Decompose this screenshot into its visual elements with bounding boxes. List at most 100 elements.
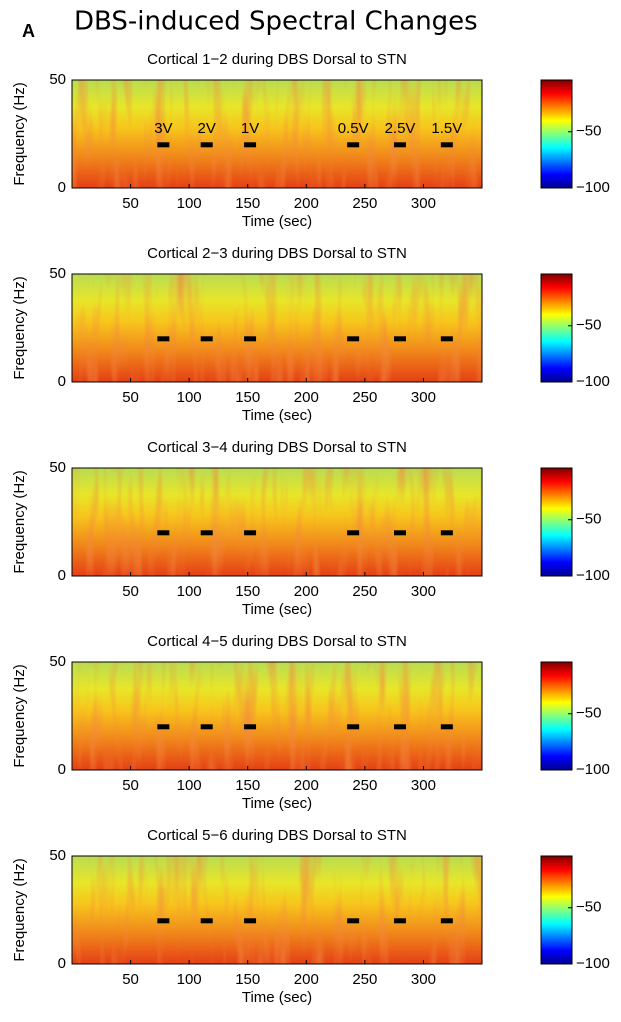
stimulation-marker (347, 336, 360, 342)
stimulation-marker (347, 918, 360, 924)
x-tick-label: 150 (235, 583, 260, 600)
stimulation-marker (244, 336, 257, 342)
stimulation-marker (200, 530, 213, 536)
spectrogram-texture (72, 856, 482, 964)
y-axis-label: Frequency (Hz) (11, 470, 28, 573)
spectrogram-texture (72, 468, 482, 576)
x-tick-label: 300 (411, 583, 436, 600)
colorbar (540, 467, 573, 577)
stimulation-marker (440, 336, 453, 342)
panel-label: A (22, 21, 35, 41)
stimulation-label: 0.5V (338, 120, 369, 137)
x-axis-label: Time (sec) (242, 213, 312, 230)
stimulation-marker (394, 530, 406, 536)
x-tick-label: 150 (235, 195, 260, 212)
y-tick-label: 50 (49, 847, 66, 864)
stimulation-label: 2.5V (385, 120, 416, 137)
x-tick-label: 100 (177, 777, 202, 794)
spectrogram-texture (72, 274, 482, 382)
x-tick-label: 300 (411, 971, 436, 988)
y-tick-label: 0 (58, 761, 66, 778)
spectrogram-texture (72, 80, 482, 188)
stimulation-marker (157, 530, 170, 536)
x-tick-label: 300 (411, 389, 436, 406)
stimulation-marker (157, 142, 170, 148)
x-axis-label: Time (sec) (242, 407, 312, 424)
y-tick-label: 0 (58, 567, 66, 584)
stimulation-marker (157, 918, 170, 924)
stimulation-marker (157, 336, 170, 342)
stimulation-marker (394, 724, 406, 730)
colorbar (540, 661, 573, 771)
y-tick-label: 0 (58, 373, 66, 390)
stimulation-marker (244, 918, 257, 924)
colorbar (540, 79, 573, 189)
plot-frame (71, 661, 483, 771)
y-tick-label: 50 (49, 653, 66, 670)
colorbar (540, 855, 573, 965)
colorbar-tick-label: −50 (576, 317, 601, 334)
colorbar-tick-label: −100 (576, 955, 610, 972)
x-tick-label: 250 (352, 777, 377, 794)
plot-frame (71, 467, 483, 577)
x-tick-label: 150 (235, 971, 260, 988)
chart-title: Cortical 5−6 during DBS Dorsal to STN (147, 827, 407, 844)
x-tick-label: 200 (294, 195, 319, 212)
stimulation-label: 2V (198, 120, 216, 137)
x-tick-label: 50 (122, 971, 139, 988)
colorbar-tick-label: −100 (576, 761, 610, 778)
chart-title: Cortical 3−4 during DBS Dorsal to STN (147, 439, 407, 456)
plot-frame (71, 855, 483, 965)
plot-frame (71, 79, 483, 189)
x-tick-label: 50 (122, 195, 139, 212)
colorbar-tick-label: −50 (576, 511, 601, 528)
x-tick-label: 250 (352, 389, 377, 406)
stimulation-marker (347, 142, 360, 148)
chart-title: Cortical 4−5 during DBS Dorsal to STN (147, 633, 407, 650)
stimulation-marker (347, 724, 360, 730)
x-tick-label: 100 (177, 389, 202, 406)
x-tick-label: 150 (235, 777, 260, 794)
stimulation-marker (440, 142, 453, 148)
stimulation-marker (440, 918, 453, 924)
x-tick-label: 50 (122, 389, 139, 406)
chart-title: Cortical 2−3 during DBS Dorsal to STN (147, 245, 407, 262)
stimulation-label: 3V (154, 120, 172, 137)
x-tick-label: 200 (294, 971, 319, 988)
x-tick-label: 200 (294, 583, 319, 600)
x-axis-label: Time (sec) (242, 989, 312, 1006)
stimulation-marker (200, 336, 213, 342)
y-axis-label: Frequency (Hz) (11, 858, 28, 961)
stimulation-label: 1V (241, 120, 259, 137)
x-tick-label: 50 (122, 777, 139, 794)
x-tick-label: 100 (177, 583, 202, 600)
x-tick-label: 300 (411, 195, 436, 212)
x-tick-label: 200 (294, 777, 319, 794)
y-axis-label: Frequency (Hz) (11, 82, 28, 185)
colorbar-tick-label: −100 (576, 373, 610, 390)
stimulation-marker (244, 724, 257, 730)
plot-frame (71, 273, 483, 383)
x-tick-label: 100 (177, 971, 202, 988)
colorbar (540, 273, 573, 383)
stimulation-marker (244, 142, 257, 148)
y-tick-label: 0 (58, 955, 66, 972)
colorbar-tick-label: −50 (576, 123, 601, 140)
x-tick-label: 50 (122, 583, 139, 600)
x-tick-label: 250 (352, 195, 377, 212)
colorbar-tick-label: −100 (576, 567, 610, 584)
x-tick-label: 200 (294, 389, 319, 406)
x-tick-label: 100 (177, 195, 202, 212)
stimulation-marker (440, 724, 453, 730)
y-tick-label: 50 (49, 265, 66, 282)
stimulation-marker (200, 142, 213, 148)
x-axis-label: Time (sec) (242, 601, 312, 618)
stimulation-marker (347, 530, 360, 536)
stimulation-marker (394, 142, 406, 148)
y-axis-label: Frequency (Hz) (11, 276, 28, 379)
x-axis-label: Time (sec) (242, 795, 312, 812)
stimulation-marker (200, 724, 213, 730)
x-tick-label: 300 (411, 777, 436, 794)
y-tick-label: 50 (49, 71, 66, 88)
stimulation-marker (157, 724, 170, 730)
